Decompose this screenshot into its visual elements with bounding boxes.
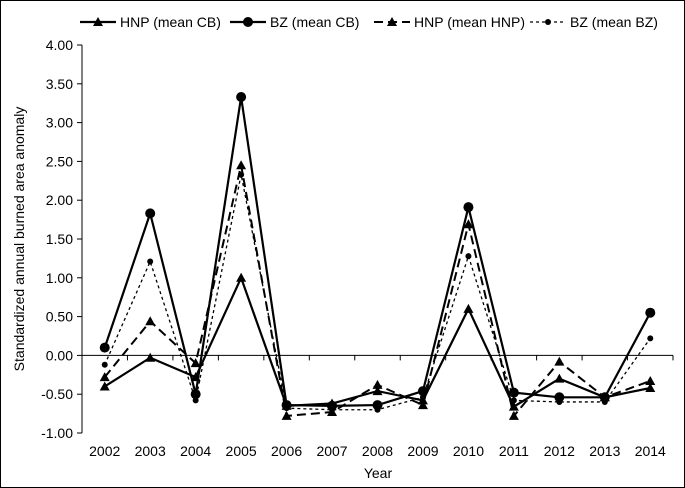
- series-line: [104, 174, 651, 411]
- small-circle-marker: [283, 405, 290, 412]
- x-tick-label: 2003: [135, 443, 166, 459]
- y-axis-ticks: 4.00 3.50 3.00 2.50 2.00 1.50 1.00 0.50 0.00 -0.5…: [41, 37, 82, 441]
- y-tick-label: -1.00: [41, 425, 73, 441]
- series-3: [99, 160, 656, 420]
- legend-item: BZ (mean BZ): [530, 14, 658, 30]
- x-tick-label: 2009: [407, 443, 438, 459]
- triangle-marker: [599, 392, 610, 402]
- x-tick-label: 2014: [635, 443, 666, 459]
- triangle-marker: [463, 219, 474, 229]
- small-circle-marker: [510, 397, 517, 404]
- legend-item: HNP (mean HNP): [374, 14, 525, 30]
- triangle-marker: [236, 272, 247, 282]
- x-axis-title: Year: [364, 465, 393, 481]
- axes: [81, 45, 673, 433]
- legend-label: HNP (mean HNP): [414, 14, 525, 30]
- triangle-marker: [554, 356, 565, 366]
- x-tick-label: 2005: [226, 443, 257, 459]
- y-tick-label: 0.00: [46, 347, 73, 363]
- x-tick-label: 2006: [271, 443, 302, 459]
- small-circle-marker: [101, 361, 108, 368]
- small-circle-marker: [556, 398, 563, 405]
- triangle-marker: [554, 373, 565, 383]
- small-circle-marker: [374, 406, 381, 413]
- y-tick-label: -0.50: [41, 386, 73, 402]
- y-axis-title: Standardized annual burned area anomaly: [11, 107, 27, 372]
- triangle-marker: [508, 410, 519, 420]
- triangle-marker: [508, 401, 519, 411]
- legend-label: BZ (mean BZ): [570, 14, 658, 30]
- small-circle-marker: [329, 406, 336, 413]
- legend: HNP (mean CB) BZ (mean CB) HNP (mean HNP) B…: [80, 14, 658, 30]
- triangle-marker: [645, 382, 656, 392]
- circle-marker: [554, 392, 565, 403]
- x-axis-ticks: 2002 2003 2004 2005 2006 2007 2008 2009 2010 2011…: [81, 355, 674, 459]
- triangle-marker: [372, 379, 383, 389]
- triangle-marker: [99, 372, 110, 382]
- circle-marker: [463, 202, 474, 213]
- triangle-marker: [236, 160, 247, 170]
- triangle-marker: [281, 410, 292, 420]
- x-tick-label: 2011: [499, 443, 529, 459]
- series-4: [101, 171, 654, 413]
- circle-marker: [243, 17, 253, 27]
- series-line: [103, 96, 652, 407]
- y-tick-label: 1.50: [46, 231, 73, 247]
- circle-marker: [508, 387, 519, 398]
- circle-marker: [417, 386, 428, 397]
- small-circle-marker: [647, 335, 654, 342]
- x-tick-label: 2007: [316, 443, 347, 459]
- y-tick-label: 2.00: [46, 192, 73, 208]
- y-tick-label: 2.50: [46, 153, 73, 169]
- triangle-marker: [145, 352, 156, 362]
- x-tick-label: 2004: [180, 443, 211, 459]
- y-tick-label: 0.50: [46, 309, 73, 325]
- x-tick-label: 2013: [589, 443, 620, 459]
- x-tick-label: 2010: [453, 443, 484, 459]
- circle-marker: [190, 389, 201, 400]
- circle-marker: [372, 400, 383, 411]
- y-tick-label: 3.50: [46, 76, 73, 92]
- series-group: [99, 91, 656, 420]
- triangle-marker: [190, 358, 201, 368]
- small-circle-marker: [238, 171, 245, 178]
- circle-marker: [145, 208, 156, 219]
- circle-marker: [236, 91, 247, 102]
- legend-label: HNP (mean CB): [120, 14, 221, 30]
- series-line: [103, 165, 651, 419]
- triangle-marker: [99, 381, 110, 391]
- small-circle-marker: [601, 398, 608, 405]
- small-circle-marker: [545, 19, 551, 25]
- triangle-marker: [417, 400, 428, 410]
- triangle-marker: [145, 316, 156, 326]
- x-tick-label: 2008: [362, 443, 393, 459]
- triangle-marker: [463, 303, 474, 313]
- triangle-marker: [645, 376, 656, 386]
- circle-marker: [99, 342, 110, 353]
- x-tick-label: 2002: [89, 443, 120, 459]
- series-2: [99, 91, 656, 411]
- legend-item: BZ (mean CB): [230, 14, 359, 30]
- small-circle-marker: [147, 258, 154, 265]
- triangle-marker: [387, 17, 397, 26]
- y-tick-label: 1.00: [46, 270, 73, 286]
- small-circle-marker: [465, 253, 472, 260]
- triangle-marker: [372, 386, 383, 396]
- legend-item: HNP (mean CB): [80, 14, 221, 30]
- y-tick-label: 4.00: [46, 37, 73, 53]
- x-tick-label: 2012: [544, 443, 575, 459]
- small-circle-marker: [192, 397, 199, 404]
- small-circle-marker: [419, 394, 426, 401]
- legend-label: BZ (mean CB): [270, 14, 359, 30]
- y-tick-label: 3.00: [46, 115, 73, 131]
- circle-marker: [645, 307, 656, 318]
- triangle-marker: [93, 17, 103, 26]
